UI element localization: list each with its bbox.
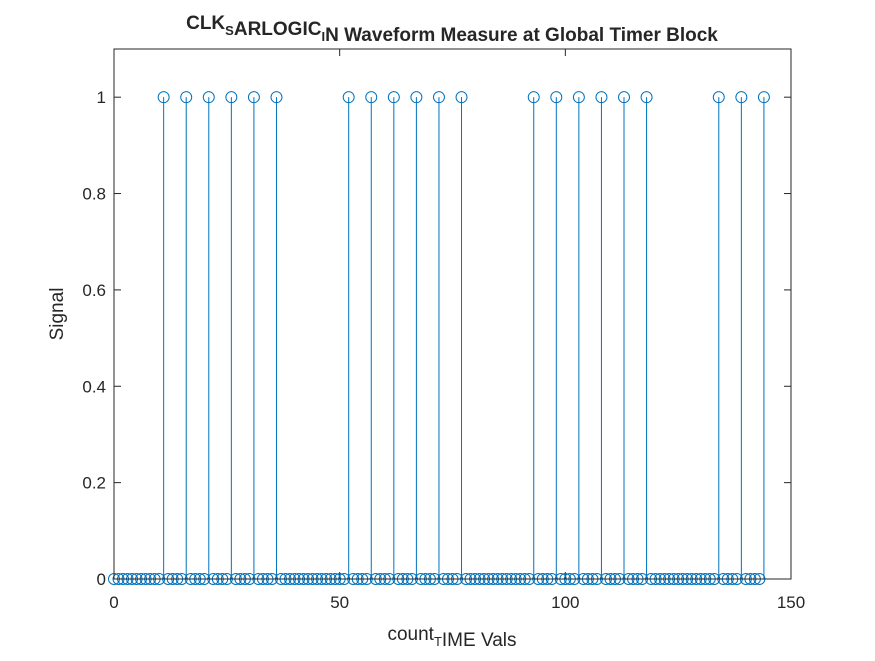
stem-marker [247,91,260,104]
plot-area [114,49,791,579]
stem-marker [757,91,770,104]
stem-marker [527,91,540,104]
stem-marker [618,91,631,104]
stem-marker [202,91,215,104]
stem-marker [640,91,653,104]
y-tick-label: 0 [97,570,106,589]
x-tick-label: 0 [109,593,118,612]
y-tick-label: 0.8 [82,185,106,204]
x-tick-label: 100 [551,593,579,612]
stem-marker [157,91,170,104]
y-axis-label: Signal [47,288,68,341]
x-axis-label: countTIME Vals [387,624,516,651]
y-tick-label: 0.6 [82,281,106,300]
y-tick-label: 1 [97,88,106,107]
stem-marker [365,91,378,104]
stem-marker [387,91,400,104]
stem-marker [595,91,608,104]
y-tick-label: 0.4 [82,377,106,396]
stem-marker [550,91,563,104]
stem-marker [712,91,725,104]
chart-title: CLKSARLOGICIN Waveform Measure at Global… [186,13,718,46]
stem-marker [342,91,355,104]
stem-marker [180,91,193,104]
stem-marker [225,91,238,104]
stem-marker [572,91,585,104]
x-tick-label: 150 [777,593,805,612]
y-tick-label: 0.2 [82,474,106,493]
stem-marker [432,91,445,104]
tick-labels: 0 50 100 150 0 0.2 0.4 0.6 0.8 1 [82,88,805,612]
stem-marker [735,91,748,104]
axes-box [113,48,792,580]
stem-marker [270,91,283,104]
stem-marker [410,91,423,104]
stem-marker [455,91,468,104]
x-tick-label: 50 [330,593,349,612]
